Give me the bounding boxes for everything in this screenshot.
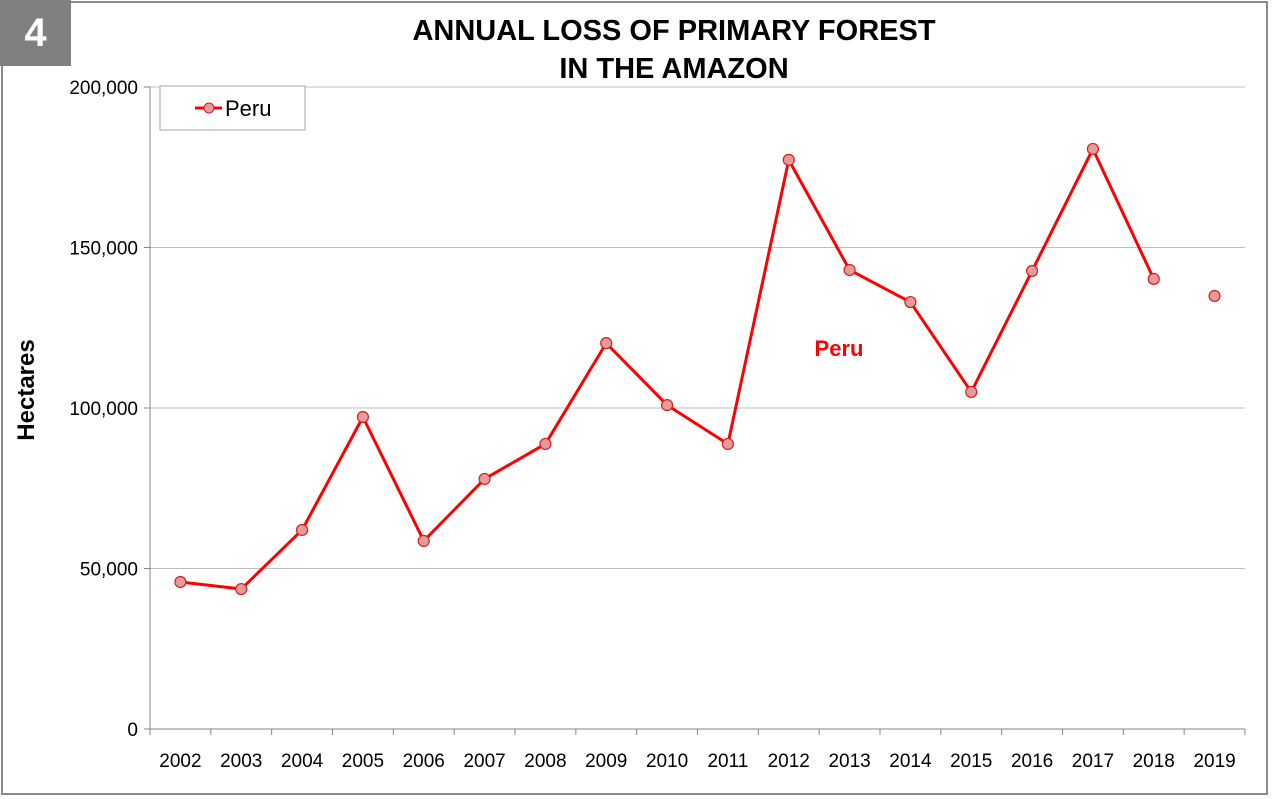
chart-title: ANNUAL LOSS OF PRIMARY FOREST IN THE AMA… [300,12,1048,88]
data-point-2019 [1208,289,1221,303]
data-point-2004 [295,523,309,537]
data-point-2011 [721,437,735,451]
data-point-2008 [539,437,552,451]
x-tick-label: 2011 [707,751,748,772]
x-tick-label: 2004 [281,751,324,772]
x-tick-label: 2014 [889,751,932,772]
x-tick-label: 2007 [463,751,505,772]
x-tick-label: 2008 [524,751,566,772]
series-annotation: Peru [815,336,864,361]
x-tick-label: 2019 [1193,751,1235,772]
x-tick-label: 2015 [950,751,992,772]
data-point-2005 [356,410,370,424]
y-tick-label: 100,000 [69,399,138,420]
data-point-2013 [843,263,856,277]
chart-title-line-1: ANNUAL LOSS OF PRIMARY FOREST [412,15,936,47]
legend-label: Peru [225,96,271,121]
x-tick-label: 2009 [585,751,627,772]
x-tick-label: 2017 [1072,751,1114,772]
data-point-2003 [235,582,248,596]
data-point-2012 [782,153,795,166]
x-tick-label: 2003 [220,751,262,772]
x-tick-label: 2016 [1011,751,1053,772]
data-point-2016 [1025,264,1039,278]
chart-title-line-2: IN THE AMAZON [559,53,789,85]
x-tick-label: 2010 [646,751,688,772]
legend: Peru [159,85,306,131]
figure-number-badge: 4 [0,0,71,66]
y-axis-label: Hectares [13,339,40,440]
y-tick-label: 200,000 [69,78,138,99]
data-point-2015 [965,385,978,399]
x-tick-label: 2006 [403,751,445,772]
y-tick-label: 0 [127,720,138,741]
x-tick-label: 2018 [1133,751,1175,772]
x-tick-label: 2012 [768,751,810,772]
data-point-2018 [1147,272,1160,286]
x-tick-label: 2002 [159,751,201,772]
y-tick-label: 50,000 [80,560,138,581]
data-point-2007 [478,472,491,486]
legend-box [159,85,306,131]
x-tick-label: 2013 [828,751,870,772]
series-line-peru [180,147,1156,591]
data-point-2017 [1086,142,1100,156]
y-tick-label: 150,000 [69,239,138,260]
data-point-2014 [904,295,917,309]
data-point-2006 [417,534,430,547]
x-tick-label: 2005 [342,751,384,772]
data-point-2010 [660,399,674,412]
legend-marker-icon [203,102,215,114]
data-point-2009 [600,337,613,350]
data-point-2002 [174,575,187,589]
